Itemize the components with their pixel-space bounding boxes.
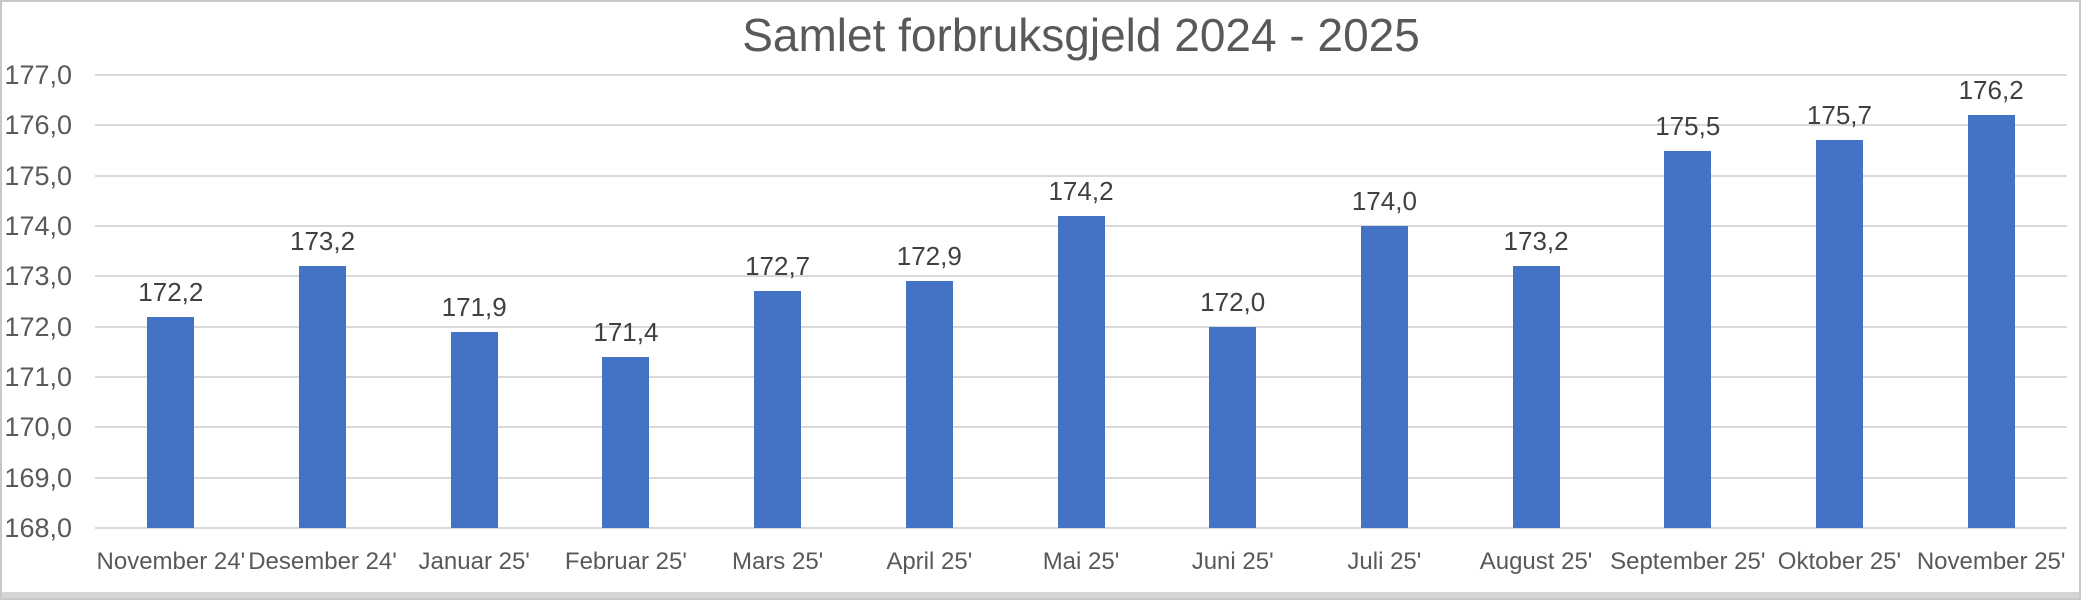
frame-bottom-edge (2, 592, 2079, 598)
bar-Mars 25'[interactable] (754, 291, 802, 528)
y-tick-label: 168,0 (4, 513, 72, 543)
x-tick-label: Mai 25' (1042, 548, 1120, 575)
x-tick-label: Desember 24' (248, 548, 397, 575)
bar-November 25'[interactable] (1967, 115, 2015, 528)
bar-value-label: 176,2 (1958, 75, 2024, 106)
x-tick-label: Februar 25' (564, 548, 687, 575)
bar-Desember 24'[interactable] (299, 266, 347, 528)
bar-November 24'[interactable] (147, 316, 195, 528)
bar-value-label: 172,0 (1200, 286, 1266, 317)
bar-value-label: 173,2 (1503, 226, 1569, 257)
x-tick-label: April 25' (886, 548, 973, 575)
y-tick-label: 173,0 (4, 261, 72, 292)
bar-Januar 25'[interactable] (450, 331, 498, 528)
y-tick-label: 174,0 (4, 211, 72, 241)
bar-April 25'[interactable] (905, 281, 953, 528)
bar-value-label: 174,2 (1048, 175, 1114, 206)
y-tick-label: 172,0 (4, 311, 72, 342)
x-tick-label: November 25' (1916, 548, 2066, 575)
bar-value-label: 171,9 (441, 291, 507, 322)
x-tick-label: November 24' (96, 548, 246, 575)
bar-value-label: 172,9 (896, 241, 962, 272)
plot-area: 172,2 173,2 171,9 171,4 172,7 172,9 174,2 172,0… (95, 74, 2067, 529)
gridline (95, 174, 2067, 177)
chart-title: Samlet forbruksgjeld 2024 - 2025 (742, 9, 1420, 61)
gridline (95, 74, 2067, 76)
gridline (95, 124, 2067, 127)
bar-value-label: 175,5 (1655, 110, 1721, 141)
bar-value-label: 172,2 (138, 276, 204, 307)
x-tick-label: August 25' (1479, 548, 1593, 575)
x-tick-label: Mars 25' (731, 548, 824, 575)
y-tick-label: 171,0 (4, 362, 72, 392)
y-tick-label: 175,0 (4, 160, 72, 191)
bar-value-label: 174,0 (1351, 186, 1417, 216)
x-tick-label: September 25' (1610, 548, 1766, 575)
y-tick-label: 169,0 (4, 462, 72, 493)
x-tick-label: Oktober 25' (1777, 548, 1902, 575)
bar-Juni 25'[interactable] (1209, 326, 1257, 528)
y-tick-label: 177,0 (4, 60, 72, 90)
y-tick-label: 170,0 (4, 412, 72, 443)
x-tick-label: Juni 25' (1191, 548, 1274, 575)
y-tick-label: 176,0 (4, 110, 72, 141)
bar-Mai 25'[interactable] (1057, 215, 1105, 528)
bar-Juli 25'[interactable] (1360, 226, 1408, 528)
bar-value-label: 171,4 (593, 316, 659, 347)
gridline (95, 527, 2067, 529)
bar-Oktober 25'[interactable] (1815, 140, 1863, 528)
bar-Februar 25'[interactable] (602, 356, 650, 528)
bar-value-label: 175,7 (1806, 100, 1872, 131)
bar-value-label: 173,2 (289, 226, 356, 257)
bar-August 25'[interactable] (1512, 266, 1560, 528)
x-tick-label: Januar 25' (418, 548, 530, 575)
x-tick-label: Juli 25' (1347, 548, 1422, 575)
bar-value-label: 172,7 (745, 251, 811, 282)
bar-September 25'[interactable] (1664, 150, 1712, 528)
